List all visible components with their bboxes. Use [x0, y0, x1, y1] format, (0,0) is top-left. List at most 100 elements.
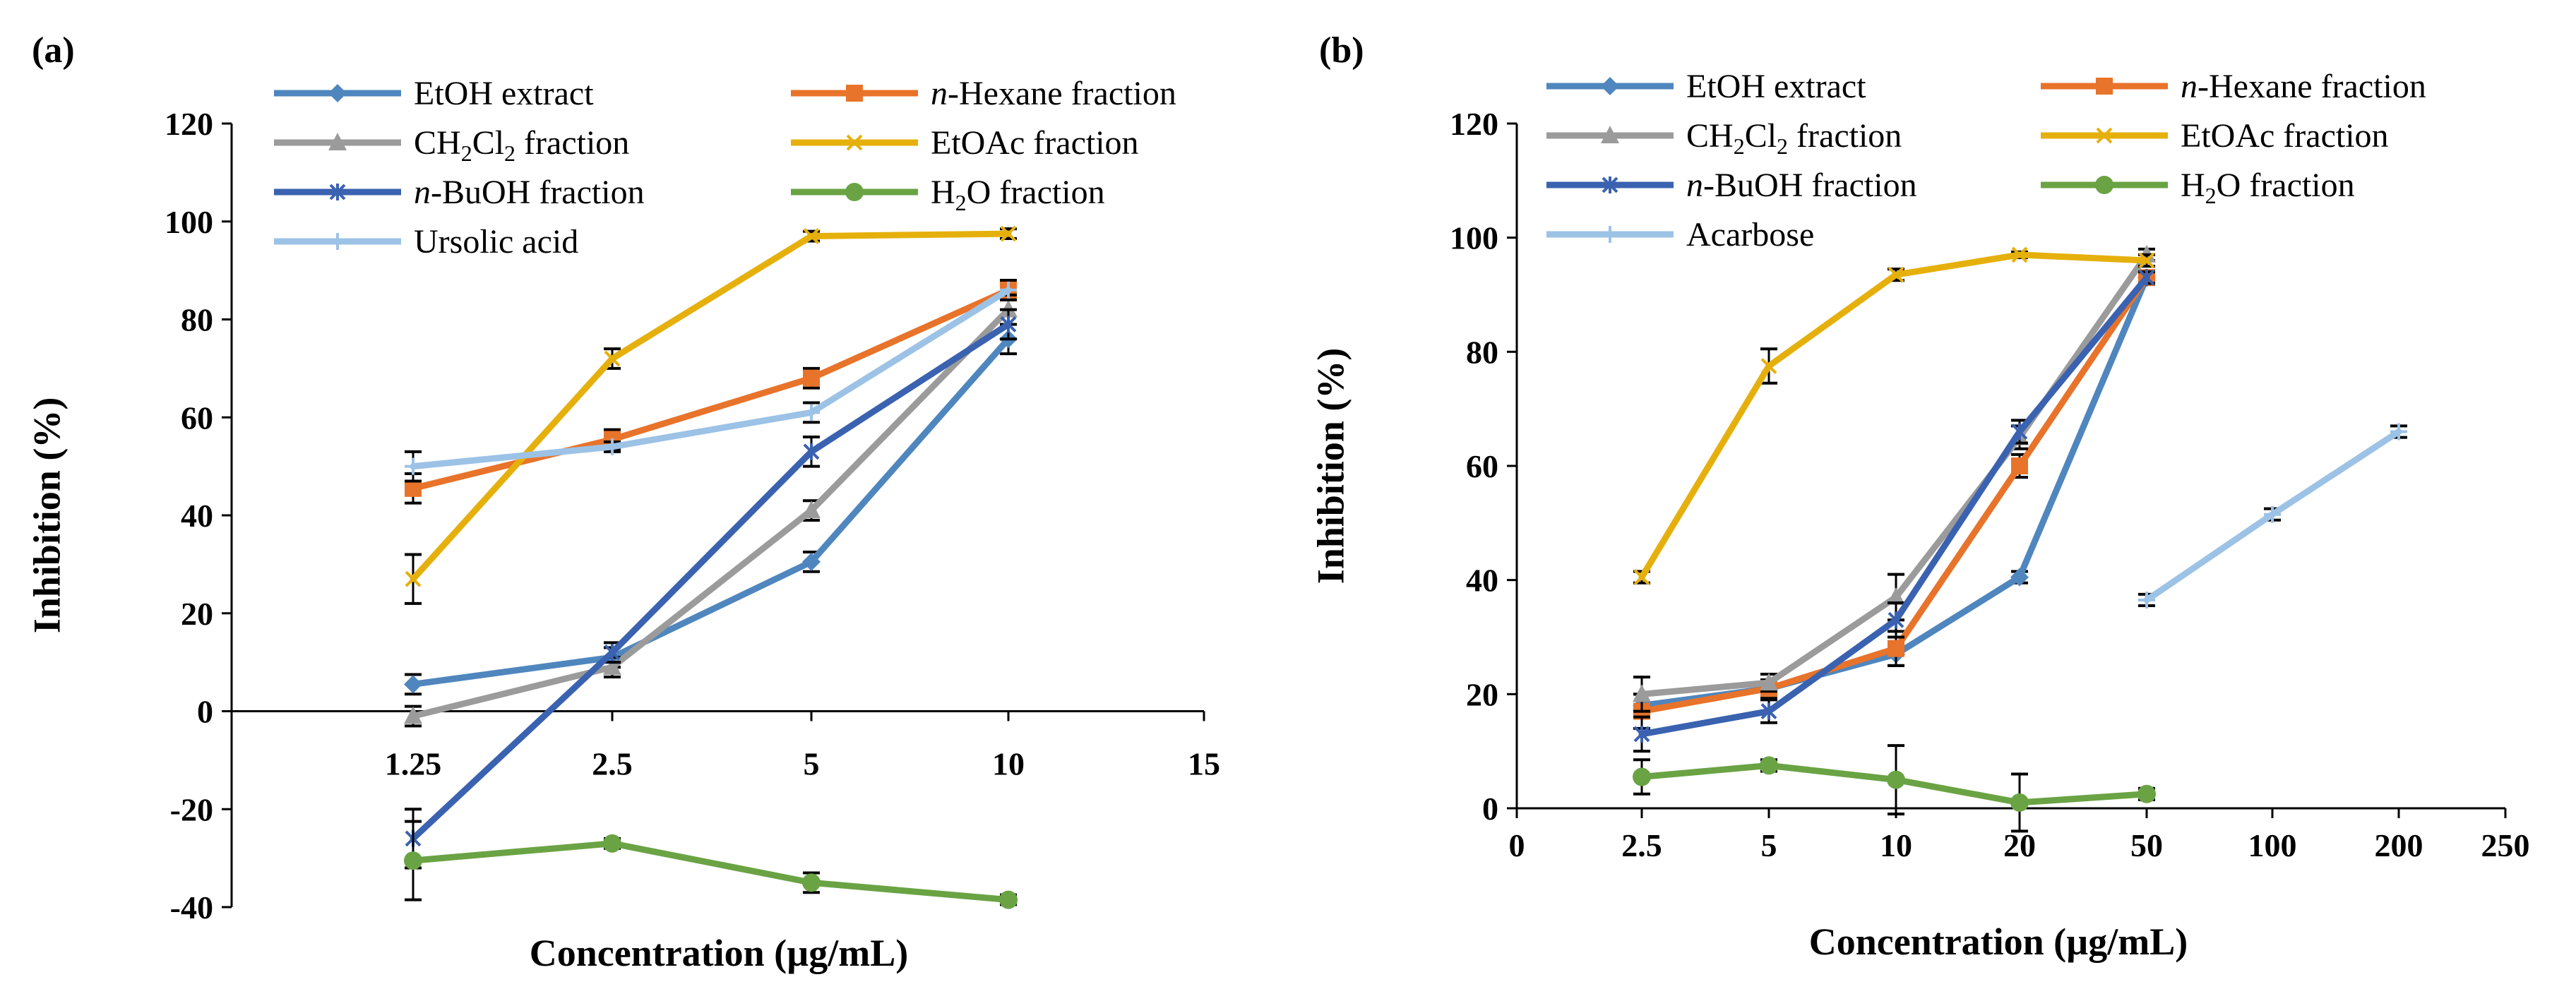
x-tick-label: 5 [1761, 827, 1777, 863]
data-point [1633, 684, 1651, 702]
legend-item: n-BuOH fraction [1546, 167, 1917, 204]
data-point [603, 834, 621, 853]
y-tick-label: 60 [181, 400, 213, 436]
legend-item: H2O fraction [791, 174, 1105, 215]
legend-label: CH2Cl2 fraction [1686, 117, 1902, 159]
legend-label-sub: 2 [504, 140, 515, 166]
legend-marker [1601, 77, 1619, 95]
y-tick-label: 100 [1450, 220, 1498, 256]
data-point [1888, 640, 1904, 657]
y-tick-label: 80 [181, 302, 213, 338]
x-tick-label: 5 [804, 746, 820, 782]
legend-item: EtOH extract [274, 75, 594, 112]
legend-marker [328, 133, 347, 150]
data-point [803, 443, 820, 460]
legend-item: n-Hexane fraction [791, 75, 1176, 112]
legend-label-part: H [2181, 167, 2205, 204]
y-tick-label: 40 [181, 498, 213, 534]
legend-marker [846, 85, 863, 102]
data-point [803, 228, 820, 244]
x-tick-label: 50 [2130, 827, 2163, 863]
legend-marker [846, 134, 863, 151]
data-point [803, 404, 820, 421]
legend-label-part: H [931, 174, 955, 211]
series-etoac-fraction [405, 225, 1017, 605]
x-tick-label: 1.25 [385, 746, 442, 782]
legend-label-part: Cl [472, 124, 504, 162]
data-point [405, 457, 422, 475]
legend-label-part: CH [414, 124, 461, 162]
legend-label: EtOH extract [1686, 68, 1866, 105]
series-line [410, 306, 1012, 719]
legend-label: EtOAc fraction [931, 124, 1139, 162]
x-tick-label: 200 [2375, 827, 2423, 863]
data-point [2264, 505, 2281, 523]
y-tick-label: 40 [1466, 563, 1498, 599]
y-tick-label: 0 [197, 694, 213, 730]
legend-marker [2095, 176, 2113, 194]
x-tick-label: 15 [1188, 746, 1220, 782]
series-h2o-fraction [404, 820, 1018, 909]
y-tick-label: -20 [170, 791, 213, 827]
legend-label-part: CH [1686, 117, 1734, 155]
legend-label-part: Cl [1745, 117, 1777, 155]
x-tick-label: 0 [1509, 827, 1525, 863]
legend-label-sub: 2 [2205, 183, 2217, 208]
series-acarbose [2138, 423, 2407, 609]
data-point [1760, 756, 1778, 775]
y-tick-label: 60 [1466, 448, 1498, 484]
x-tick-label: 20 [2003, 827, 2036, 863]
series-etoac-fraction [1633, 246, 2155, 586]
legend-marker [845, 183, 864, 201]
legend-item: EtOH extract [1546, 68, 1866, 105]
y-tick-label: 0 [1482, 791, 1498, 827]
x-axis-title: Concentration (µg/mL) [1809, 921, 2188, 963]
panel-label: (b) [1319, 30, 1364, 71]
series-line [410, 320, 1012, 842]
legend-item: CH2Cl2 fraction [1546, 117, 1902, 159]
data-point [2138, 591, 2155, 609]
data-point [2138, 269, 2155, 287]
legend-label-sub: 2 [1777, 133, 1788, 159]
legend-label-part: EtOAc fraction [2181, 117, 2389, 155]
data-point [2011, 246, 2028, 263]
legend-label-part: Ursolic acid [414, 223, 578, 260]
data-point [2138, 252, 2155, 269]
data-point [405, 570, 422, 587]
legend-marker [1601, 126, 1619, 143]
series-line [410, 287, 1012, 470]
data-point [2010, 568, 2029, 587]
legend-item: Acarbose [1546, 216, 1814, 253]
legend-item: CH2Cl2 fraction [274, 124, 629, 166]
series-line [410, 230, 1012, 582]
data-point [802, 501, 821, 519]
data-point [1000, 316, 1017, 333]
legend-label-sub: 2 [955, 190, 967, 215]
legend-label-italic: n [414, 174, 431, 211]
y-axis-title: Inhibition (%) [25, 397, 68, 634]
legend-label: CH2Cl2 fraction [414, 124, 629, 166]
data-point [1000, 281, 1017, 299]
series-h2o-fraction [1633, 744, 2156, 833]
legend-label: n-BuOH fraction [1686, 167, 1917, 204]
y-tick-label: 100 [165, 204, 213, 240]
series-line [1638, 251, 2150, 697]
data-point [404, 851, 422, 870]
data-point [1000, 225, 1017, 242]
series-n-buoh-fraction [1633, 269, 2155, 753]
legend-marker [328, 84, 347, 102]
data-point [1760, 702, 1777, 720]
legend-label-part: -BuOH fraction [431, 174, 645, 211]
legend-label: Acarbose [1686, 216, 1814, 253]
legend-marker [329, 184, 346, 200]
y-tick-label: 80 [1466, 334, 1498, 370]
data-point [604, 644, 621, 661]
chart-panel-a: (a) -40 -20 0 20 40 60 80 100 120 1.25 2.5 5 10 15 Conc… [25, 30, 1220, 974]
data-point [1760, 673, 1778, 691]
legend-item: n-Hexane fraction [2041, 68, 2426, 105]
series-ursolic-acid [405, 279, 1017, 483]
x-axis-title: Concentration (µg/mL) [530, 932, 909, 974]
data-point [802, 873, 821, 892]
data-point [2010, 793, 2029, 812]
